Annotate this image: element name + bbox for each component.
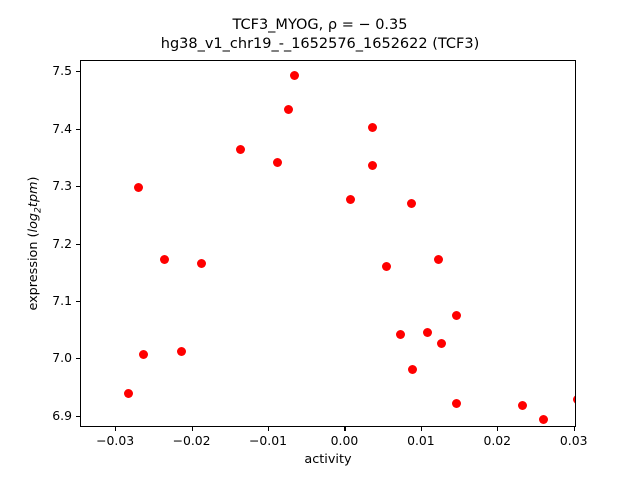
- scatter-point: [272, 157, 282, 167]
- scatter-point: [123, 388, 133, 398]
- y-tick-label: 7.5: [52, 63, 72, 79]
- scatter-point: [367, 122, 377, 132]
- y-tick-label: 7.0: [52, 350, 72, 366]
- scatter-point: [407, 199, 417, 209]
- x-tick-mark: [497, 427, 499, 431]
- y-tick-mark: [76, 128, 80, 130]
- x-tick-mark: [268, 427, 270, 431]
- scatter-point: [197, 258, 207, 268]
- y-axis-label-subscript: 2: [32, 207, 44, 213]
- scatter-points-layer: [81, 61, 575, 426]
- x-tick-mark: [191, 427, 193, 431]
- scatter-point: [283, 104, 293, 114]
- y-tick-label: 6.9: [52, 407, 72, 423]
- y-tick-mark: [76, 243, 80, 245]
- scatter-point: [451, 398, 461, 408]
- y-axis-label-prefix: expression (: [26, 232, 41, 311]
- y-tick-mark: [76, 186, 80, 188]
- y-axis-label: expression (log2tpm): [26, 60, 44, 427]
- scatter-point: [434, 254, 444, 264]
- y-tick-mark: [76, 358, 80, 360]
- x-tick-label: 0.00: [330, 433, 359, 448]
- x-tick-mark: [115, 427, 117, 431]
- y-tick-mark: [76, 415, 80, 417]
- scatter-point: [437, 338, 447, 348]
- scatter-point: [176, 347, 186, 357]
- chart-title-line-2: hg38_v1_chr19_-_1652576_1652622 (TCF3): [160, 36, 480, 52]
- scatter-point: [382, 262, 392, 272]
- scatter-point: [395, 329, 405, 339]
- y-tick-mark: [76, 71, 80, 73]
- scatter-point: [518, 400, 528, 410]
- scatter-point: [290, 71, 300, 81]
- scatter-point: [159, 255, 169, 265]
- scatter-point: [133, 182, 143, 192]
- y-tick-label: 7.1: [52, 292, 72, 308]
- chart-title: TCF3_MYOG, ρ = − 0.35 hg38_v1_chr19_-_16…: [0, 16, 640, 54]
- scatter-point: [236, 144, 246, 154]
- chart-title-line-1: TCF3_MYOG, ρ = − 0.35: [232, 17, 408, 33]
- y-tick-label: 7.3: [52, 178, 72, 194]
- x-tick-label: 0.02: [483, 433, 512, 448]
- scatter-point: [451, 310, 461, 320]
- scatter-point: [538, 415, 548, 424]
- scatter-point: [408, 365, 418, 375]
- x-tick-mark: [420, 427, 422, 431]
- x-tick-label: −0.03: [96, 433, 135, 448]
- y-tick-label: 7.2: [52, 235, 72, 251]
- x-tick-label: 0.03: [559, 433, 588, 448]
- x-axis-label: activity: [304, 452, 352, 467]
- x-tick-label: −0.02: [172, 433, 211, 448]
- scatter-point: [367, 160, 377, 170]
- y-axis-label-tpm: tpm: [26, 181, 41, 208]
- y-tick-label: 7.4: [52, 120, 72, 136]
- x-tick-label: 0.01: [407, 433, 435, 448]
- y-tick-mark: [76, 300, 80, 302]
- x-tick-label: −0.01: [249, 433, 287, 448]
- y-axis-label-log: log: [26, 212, 41, 233]
- x-tick-mark: [344, 427, 346, 431]
- scatter-point: [139, 349, 149, 359]
- scatter-point: [422, 328, 432, 338]
- scatter-point: [573, 394, 575, 404]
- y-axis-label-suffix: ): [26, 176, 41, 182]
- scatter-point: [346, 195, 356, 205]
- x-tick-mark: [573, 427, 575, 431]
- plot-area: [80, 60, 576, 427]
